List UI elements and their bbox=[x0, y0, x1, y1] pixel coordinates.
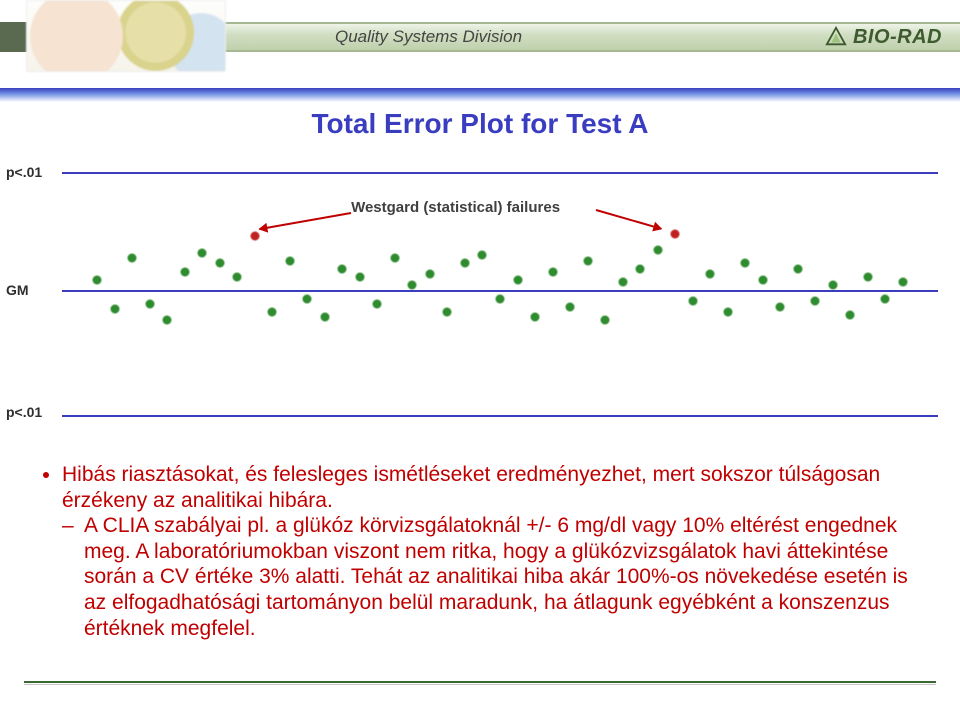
data-point bbox=[180, 267, 189, 276]
data-point bbox=[513, 275, 522, 284]
header-photo bbox=[26, 0, 226, 72]
data-point bbox=[741, 259, 750, 268]
data-point bbox=[355, 272, 364, 281]
data-point bbox=[671, 229, 680, 238]
data-point bbox=[706, 270, 715, 279]
biorad-prism-icon bbox=[825, 26, 847, 48]
data-point bbox=[688, 297, 697, 306]
data-point bbox=[338, 264, 347, 273]
failure-arrow bbox=[596, 209, 662, 230]
limit-line-mid bbox=[62, 290, 938, 292]
data-point bbox=[110, 305, 119, 314]
data-point bbox=[793, 264, 802, 273]
data-point bbox=[478, 251, 487, 260]
data-point bbox=[425, 270, 434, 279]
limit-line-lower bbox=[62, 415, 938, 417]
data-point bbox=[233, 272, 242, 281]
data-point bbox=[163, 316, 172, 325]
data-point bbox=[601, 316, 610, 325]
axis-label-lower: p<.01 bbox=[6, 404, 42, 420]
data-point bbox=[583, 256, 592, 265]
data-point bbox=[618, 278, 627, 287]
bullet-1-text: Hibás riasztásokat, és felesleges ismétl… bbox=[62, 463, 880, 512]
data-point bbox=[776, 302, 785, 311]
data-point bbox=[128, 254, 137, 263]
data-point bbox=[145, 299, 154, 308]
data-point bbox=[198, 248, 207, 257]
division-text: Quality Systems Division bbox=[335, 27, 522, 47]
data-point bbox=[390, 254, 399, 263]
data-point bbox=[811, 297, 820, 306]
data-point bbox=[215, 259, 224, 268]
header-separator bbox=[0, 88, 960, 102]
data-point bbox=[496, 294, 505, 303]
data-point bbox=[723, 308, 732, 317]
data-point bbox=[548, 267, 557, 276]
brand-text: BIO-RAD bbox=[853, 26, 942, 49]
data-point bbox=[898, 278, 907, 287]
band-light-block: Quality Systems Division BIO-RAD bbox=[97, 22, 960, 52]
data-point bbox=[303, 294, 312, 303]
data-point bbox=[373, 299, 382, 308]
chart-region: Total Error Plot for Test A p<.01 GM p<.… bbox=[0, 108, 960, 438]
data-point bbox=[758, 275, 767, 284]
data-point bbox=[93, 275, 102, 284]
data-point bbox=[443, 308, 452, 317]
sub-bullet-1: A CLIA szabályai pl. a glükóz körvizsgál… bbox=[84, 513, 924, 641]
chart-title: Total Error Plot for Test A bbox=[0, 108, 960, 140]
data-point bbox=[268, 308, 277, 317]
bottom-separator bbox=[24, 681, 936, 683]
body-text: Hibás riasztásokat, és felesleges ismétl… bbox=[36, 462, 924, 641]
data-point bbox=[863, 272, 872, 281]
axis-label-upper: p<.01 bbox=[6, 164, 42, 180]
brand-logo: BIO-RAD bbox=[825, 26, 942, 49]
data-point bbox=[531, 313, 540, 322]
data-point bbox=[566, 302, 575, 311]
data-point bbox=[636, 264, 645, 273]
data-point bbox=[881, 294, 890, 303]
plot-area: p<.01 GM p<.01 Westgard (statistical) fa… bbox=[62, 150, 938, 420]
data-point bbox=[653, 245, 662, 254]
failure-arrow bbox=[259, 212, 351, 230]
data-point bbox=[460, 259, 469, 268]
limit-line-upper bbox=[62, 172, 938, 174]
axis-label-mid: GM bbox=[6, 282, 29, 298]
data-point bbox=[408, 281, 417, 290]
data-point bbox=[320, 313, 329, 322]
bullet-1: Hibás riasztásokat, és felesleges ismétl… bbox=[62, 462, 924, 641]
data-point bbox=[846, 310, 855, 319]
westgard-label: Westgard (statistical) failures bbox=[351, 199, 560, 216]
slide-header: Quality Systems Division BIO-RAD bbox=[0, 0, 960, 78]
data-point bbox=[828, 281, 837, 290]
data-point bbox=[285, 256, 294, 265]
